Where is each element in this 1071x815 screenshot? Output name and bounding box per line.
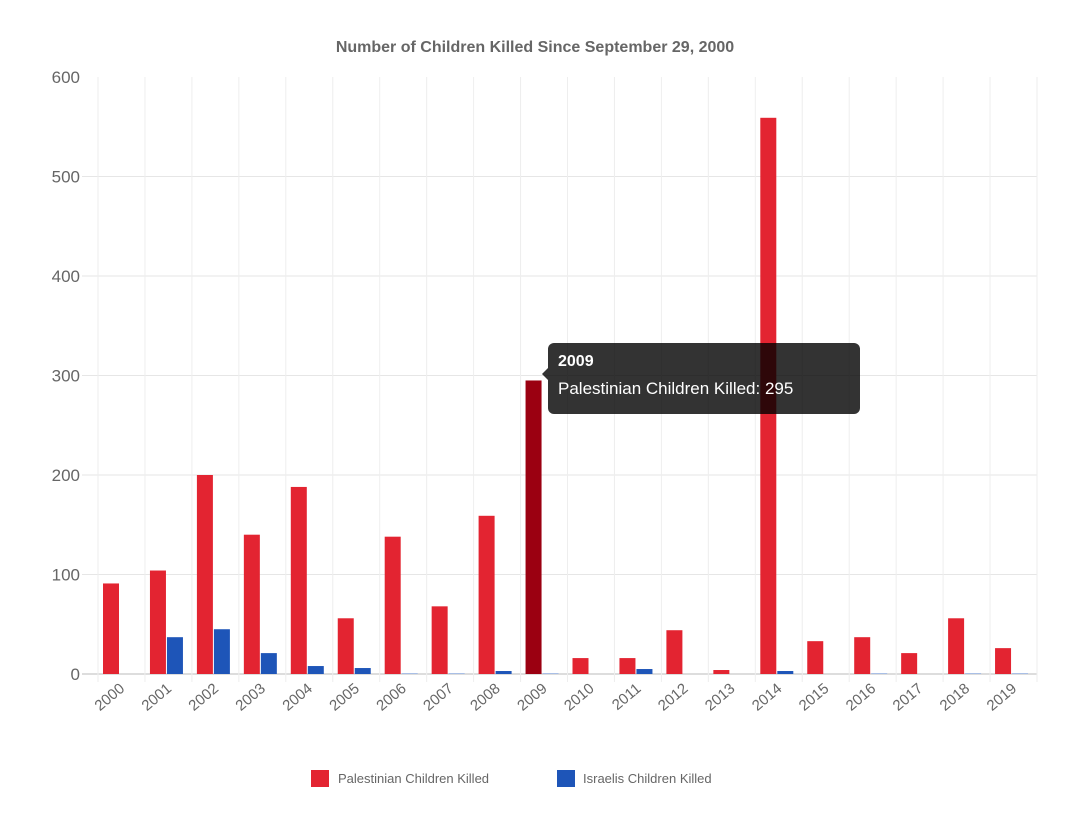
x-tick-label: 2008 [467,680,503,714]
x-tick-label: 2004 [279,680,315,714]
bar-palestinian-2008[interactable] [478,515,495,674]
bar-israeli-2001[interactable] [166,637,183,674]
x-tick-label: 2018 [937,680,973,714]
x-tick-label: 2017 [890,680,926,714]
bar-palestinian-2011[interactable] [619,658,636,674]
x-tick-label: 2012 [655,680,691,714]
legend-swatch-palestinian[interactable] [311,770,329,787]
tooltip-title: 2009 [558,353,594,370]
chart-title: Number of Children Killed Since Septembe… [336,39,734,56]
bar-palestinian-2004[interactable] [290,486,307,674]
x-tick-label: 2005 [326,680,362,714]
bar-palestinian-2017[interactable] [901,653,918,674]
bar-israeli-2002[interactable] [213,629,230,674]
bar-israeli-2008[interactable] [495,671,512,674]
x-axis: 2000 2001 2002 2003 2004 2005 2006 2007 2008 2009… [92,680,1021,714]
x-tick-label: 2016 [843,680,879,714]
bar-israeli-2009[interactable] [542,673,559,674]
x-tick-label: 2010 [561,680,597,714]
y-tick-label: 600 [52,68,80,87]
x-tick-label: 2014 [749,680,785,714]
x-tick-label: 2006 [373,680,409,714]
bar-israeli-2016[interactable] [871,673,888,674]
bar-palestinian-2013[interactable] [713,670,730,674]
bar-palestinian-2018[interactable] [948,618,965,674]
legend-label-palestinian[interactable]: Palestinian Children Killed [338,771,489,786]
bar-israeli-2003[interactable] [260,653,277,674]
x-tick-label: 2013 [702,680,738,714]
bar-israeli-2018[interactable] [965,673,982,674]
bar-palestinian-2010[interactable] [572,658,589,674]
x-tick-label: 2007 [420,680,456,714]
bar-israeli-2011[interactable] [636,669,653,674]
bar-israeli-2007[interactable] [448,673,465,674]
bar-palestinian-2000[interactable] [103,583,119,674]
x-tick-label: 2003 [232,680,268,714]
bar-palestinian-2019[interactable] [995,648,1012,674]
legend-swatch-israeli[interactable] [557,770,575,787]
x-tick-label: 2002 [185,680,221,714]
bar-palestinian-2003[interactable] [243,534,260,674]
bar-palestinian-2016[interactable] [854,637,871,674]
y-tick-label: 0 [71,665,80,684]
bar-palestinian-2002[interactable] [196,475,213,674]
bars [103,117,1029,675]
bar-palestinian-2001[interactable] [149,570,166,674]
bar-palestinian-2015[interactable] [807,641,824,674]
y-tick-label: 100 [52,566,80,585]
bar-palestinian-2005[interactable] [337,618,354,674]
x-tick-label: 2015 [796,680,832,714]
x-tick-label: 2011 [609,680,645,714]
tooltip: 2009 Palestinian Children Killed: 295 [542,343,860,414]
bar-palestinian-2007[interactable] [431,606,448,674]
bar-israeli-2014[interactable] [777,671,794,674]
x-tick-label: 2001 [139,680,175,714]
bar-palestinian-2012[interactable] [666,630,683,674]
bar-israeli-2005[interactable] [354,668,371,674]
y-tick-label: 500 [52,168,80,187]
x-tick-label: 2019 [984,680,1020,714]
x-tick-label: 2000 [92,680,128,714]
bar-palestinian-2009[interactable] [525,380,542,674]
bar-palestinian-2006[interactable] [384,536,401,674]
legend: Palestinian Children Killed Israelis Chi… [311,770,712,787]
y-tick-label: 400 [52,267,80,286]
x-tick-label: 2009 [514,680,550,714]
y-tick-label: 200 [52,466,80,485]
legend-label-israeli[interactable]: Israelis Children Killed [583,771,712,786]
y-tick-label: 300 [52,367,80,386]
y-axis: 0 100 200 300 400 500 600 [52,68,80,684]
bar-israeli-2004[interactable] [307,666,324,674]
bar-israeli-2006[interactable] [401,673,418,674]
tooltip-body: Palestinian Children Killed: 295 [558,379,794,398]
bar-israeli-2019[interactable] [1012,673,1029,674]
